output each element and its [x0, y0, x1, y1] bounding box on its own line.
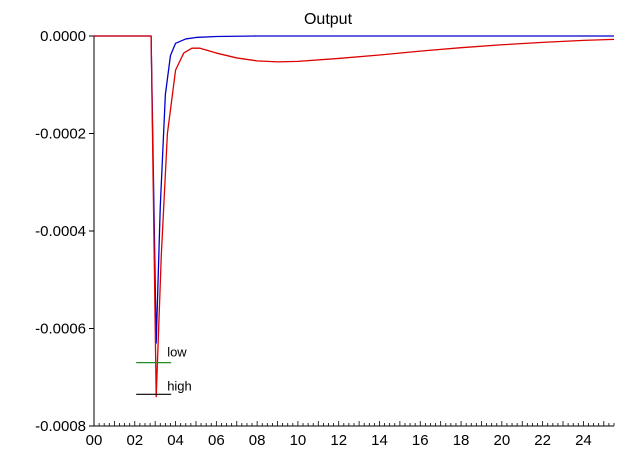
y-tick-label: -0.0002 — [35, 126, 86, 143]
chart-title: Output — [304, 11, 353, 28]
x-tick-label: 20 — [493, 432, 510, 449]
y-tick-label: -0.0006 — [35, 321, 86, 338]
x-tick-label: 10 — [290, 432, 307, 449]
marker-high-label: high — [167, 378, 192, 393]
y-tick-label: -0.0008 — [35, 418, 86, 435]
y-tick-label: -0.0004 — [35, 223, 86, 240]
x-tick-label: 18 — [453, 432, 470, 449]
series-line-1 — [94, 35, 614, 344]
x-tick-label: 04 — [167, 432, 184, 449]
series-line-2 — [94, 35, 615, 398]
x-tick-label: 06 — [208, 432, 225, 449]
x-tick-label: 16 — [412, 432, 429, 449]
x-tick-label: 22 — [534, 432, 551, 449]
x-tick-label: 12 — [330, 432, 347, 449]
x-tick-label: 14 — [371, 432, 388, 449]
x-tick-label: 02 — [126, 432, 143, 449]
marker-low-label: low — [167, 345, 187, 360]
x-tick-label: 08 — [249, 432, 266, 449]
x-tick-label: 00 — [86, 432, 103, 449]
x-tick-label: 24 — [575, 432, 592, 449]
y-tick-label: 0.0000 — [40, 28, 86, 45]
